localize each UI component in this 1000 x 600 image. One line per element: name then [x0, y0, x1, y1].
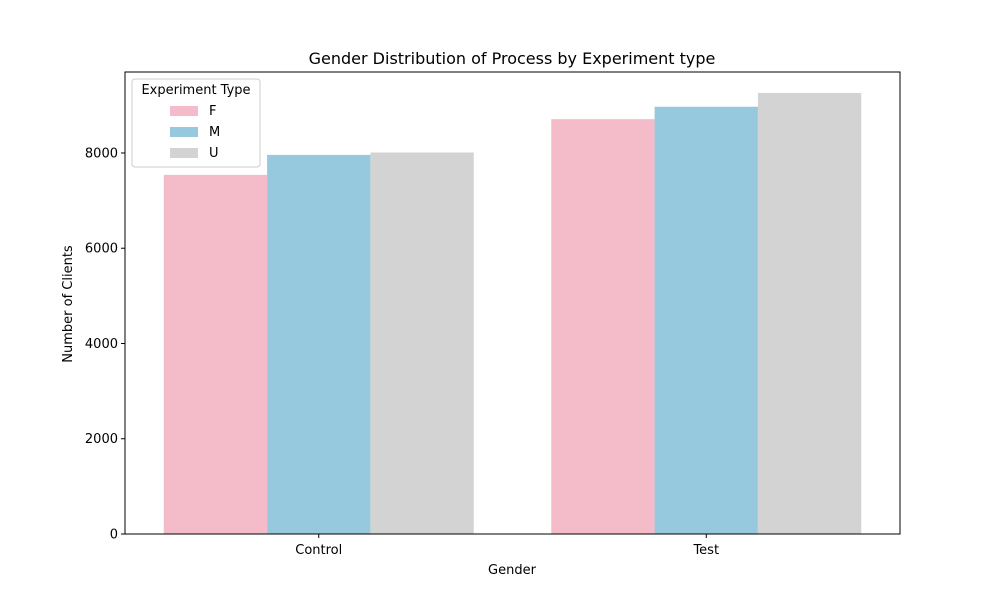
x-axis-label: Gender [488, 563, 537, 578]
legend-swatch-u [170, 148, 198, 158]
y-axis-label: Number of Clients [61, 245, 76, 363]
x-tick-label: Control [295, 543, 342, 558]
bar-f-test [551, 119, 655, 534]
chart-title: Gender Distribution of Process by Experi… [309, 49, 716, 68]
legend-swatch-m [170, 127, 198, 137]
y-tick-label: 6000 [85, 242, 118, 257]
legend-box [131, 78, 261, 168]
bar-m-control [267, 154, 371, 535]
y-tick-label: 4000 [85, 337, 118, 352]
axes-group: 0 2000 4000 6000 8000 Control Test [85, 71, 901, 558]
bar-f-control [163, 174, 268, 534]
legend-swatch-f [170, 106, 198, 116]
x-tick-label: Test [692, 543, 719, 558]
plot-frame [124, 71, 901, 535]
legend-label-m: M [209, 125, 220, 140]
bar-u-control [370, 152, 474, 534]
bars-group [163, 92, 862, 535]
legend-label-u: U [209, 146, 219, 161]
y-tick-label: 0 [110, 528, 118, 543]
legend-title: Experiment Type [141, 83, 250, 98]
legend: Experiment Type FMU [131, 78, 261, 168]
bar-m-test [654, 106, 758, 534]
bar-u-test [757, 92, 862, 535]
y-tick-label: 2000 [85, 432, 118, 447]
y-tick-label: 8000 [85, 146, 118, 161]
legend-label-f: F [209, 104, 216, 119]
